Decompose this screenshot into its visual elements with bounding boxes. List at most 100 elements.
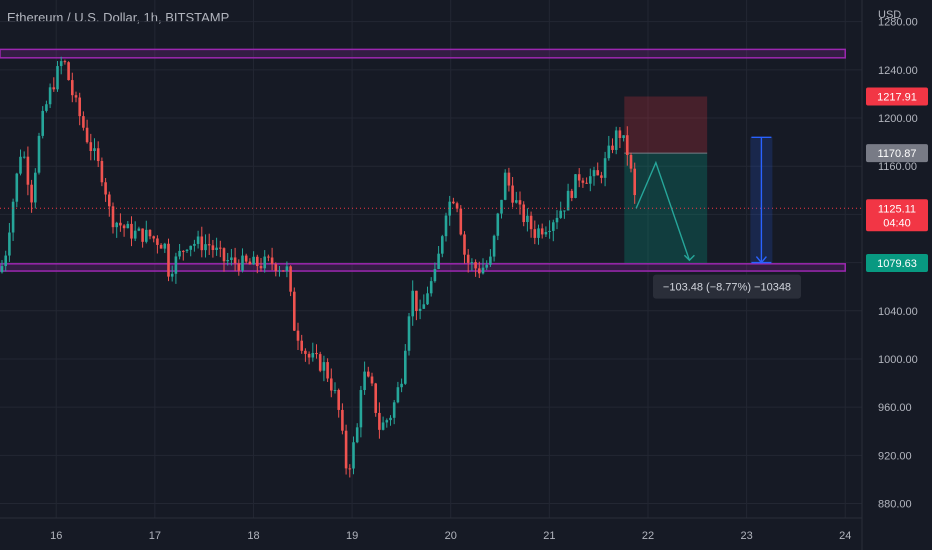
time-axis: 16 17 18 19 20 21 22 23 24 (0, 517, 862, 542)
candle-body (441, 236, 444, 254)
candle-body (570, 190, 574, 198)
candle-body (259, 266, 263, 269)
candle-body (307, 353, 311, 358)
candle-body (4, 255, 7, 267)
candle-body (293, 291, 296, 331)
stop-loss-zone[interactable] (624, 96, 708, 154)
candle-body (207, 244, 211, 246)
candle-body (152, 236, 155, 239)
candle-body (82, 116, 85, 128)
candle-body (315, 352, 318, 355)
candle-body (96, 148, 100, 162)
price-tag (866, 87, 928, 106)
candle-body (241, 255, 244, 271)
currency-label: USD (878, 9, 902, 21)
y-tick-label: 960.00 (878, 402, 912, 414)
candle-body (355, 427, 359, 443)
price-tag-label: 1217.91 (877, 91, 917, 103)
price-tags: 1217.91 1170.87 1125.11 04:40 1079.63 (866, 87, 928, 273)
x-tick-label: 18 (247, 530, 259, 542)
take-profit-zone[interactable] (624, 153, 708, 264)
candle-body (426, 293, 429, 305)
candle-body (148, 229, 152, 237)
candle-body (263, 256, 266, 269)
candle-body (618, 130, 622, 139)
candle-body (252, 256, 255, 265)
candle-body (503, 172, 507, 200)
candle-body (267, 256, 270, 258)
candle-body (256, 256, 259, 267)
candle-body (278, 270, 281, 272)
candle-body (19, 156, 22, 174)
candle-body (500, 199, 503, 214)
candle-body (533, 229, 537, 238)
candle-body (607, 145, 611, 159)
x-tick-label: 19 (346, 530, 358, 542)
candle-body (489, 256, 492, 265)
candle-body (274, 264, 278, 272)
candle-body (448, 201, 451, 216)
x-tick-label: 17 (149, 530, 161, 542)
countdown-label: 04:40 (883, 217, 911, 229)
candle-body (333, 389, 337, 391)
candle-body (8, 232, 11, 256)
candle-body (577, 174, 581, 181)
candle-body (289, 266, 292, 292)
candle-body (341, 409, 344, 431)
candle-body (119, 222, 122, 226)
candle-body (507, 172, 511, 186)
candle-body (411, 290, 414, 317)
y-tick-label: 1240.00 (878, 65, 918, 77)
candle-body (89, 142, 93, 151)
candle-body (230, 257, 233, 261)
price-tag-label: 1079.63 (877, 258, 917, 270)
candle-body (352, 442, 355, 469)
candle-body (600, 175, 603, 178)
short-position-tool (624, 96, 708, 264)
candle-body (318, 354, 322, 371)
candle-body (404, 350, 407, 384)
support-zone[interactable] (0, 263, 846, 272)
projection-path[interactable] (635, 160, 691, 261)
drawings-overlay: −103.48 (−8.77%) −10348 (0, 136, 862, 299)
candle-body (104, 182, 107, 195)
candle-body (481, 267, 485, 274)
candle-body (429, 281, 433, 294)
price-tag (866, 254, 928, 273)
candle-body (233, 257, 237, 264)
candle-body (330, 378, 333, 391)
candle-body (108, 194, 111, 207)
candle-body (285, 266, 289, 272)
candle-body (470, 262, 474, 264)
candle-body (563, 210, 566, 212)
candle-body (156, 238, 159, 245)
grid-lines (0, 0, 862, 518)
candle-body (167, 243, 170, 277)
resistance-zone[interactable] (0, 48, 846, 59)
candle-body (603, 158, 607, 178)
candle-body (93, 148, 96, 151)
candle-body (226, 260, 229, 262)
candle-body (552, 222, 555, 231)
projection-arrowhead (683, 254, 695, 262)
candle-body (518, 200, 522, 205)
candle-body (200, 236, 204, 251)
candle-body (0, 266, 4, 273)
candle-body (367, 371, 370, 377)
candle-body (270, 257, 274, 265)
candle-body (585, 182, 588, 184)
candle-body (589, 176, 592, 184)
x-tick-label: 21 (543, 530, 555, 542)
candle-body (196, 236, 200, 244)
candle-body (566, 190, 570, 211)
candle-body (189, 245, 192, 250)
candle-body (455, 203, 459, 209)
candle-body (392, 402, 396, 418)
candle-body (544, 232, 548, 235)
candle-body (48, 87, 52, 105)
x-tick-label: 23 (740, 530, 752, 542)
candle-body (629, 154, 633, 169)
candle-body (548, 230, 551, 233)
